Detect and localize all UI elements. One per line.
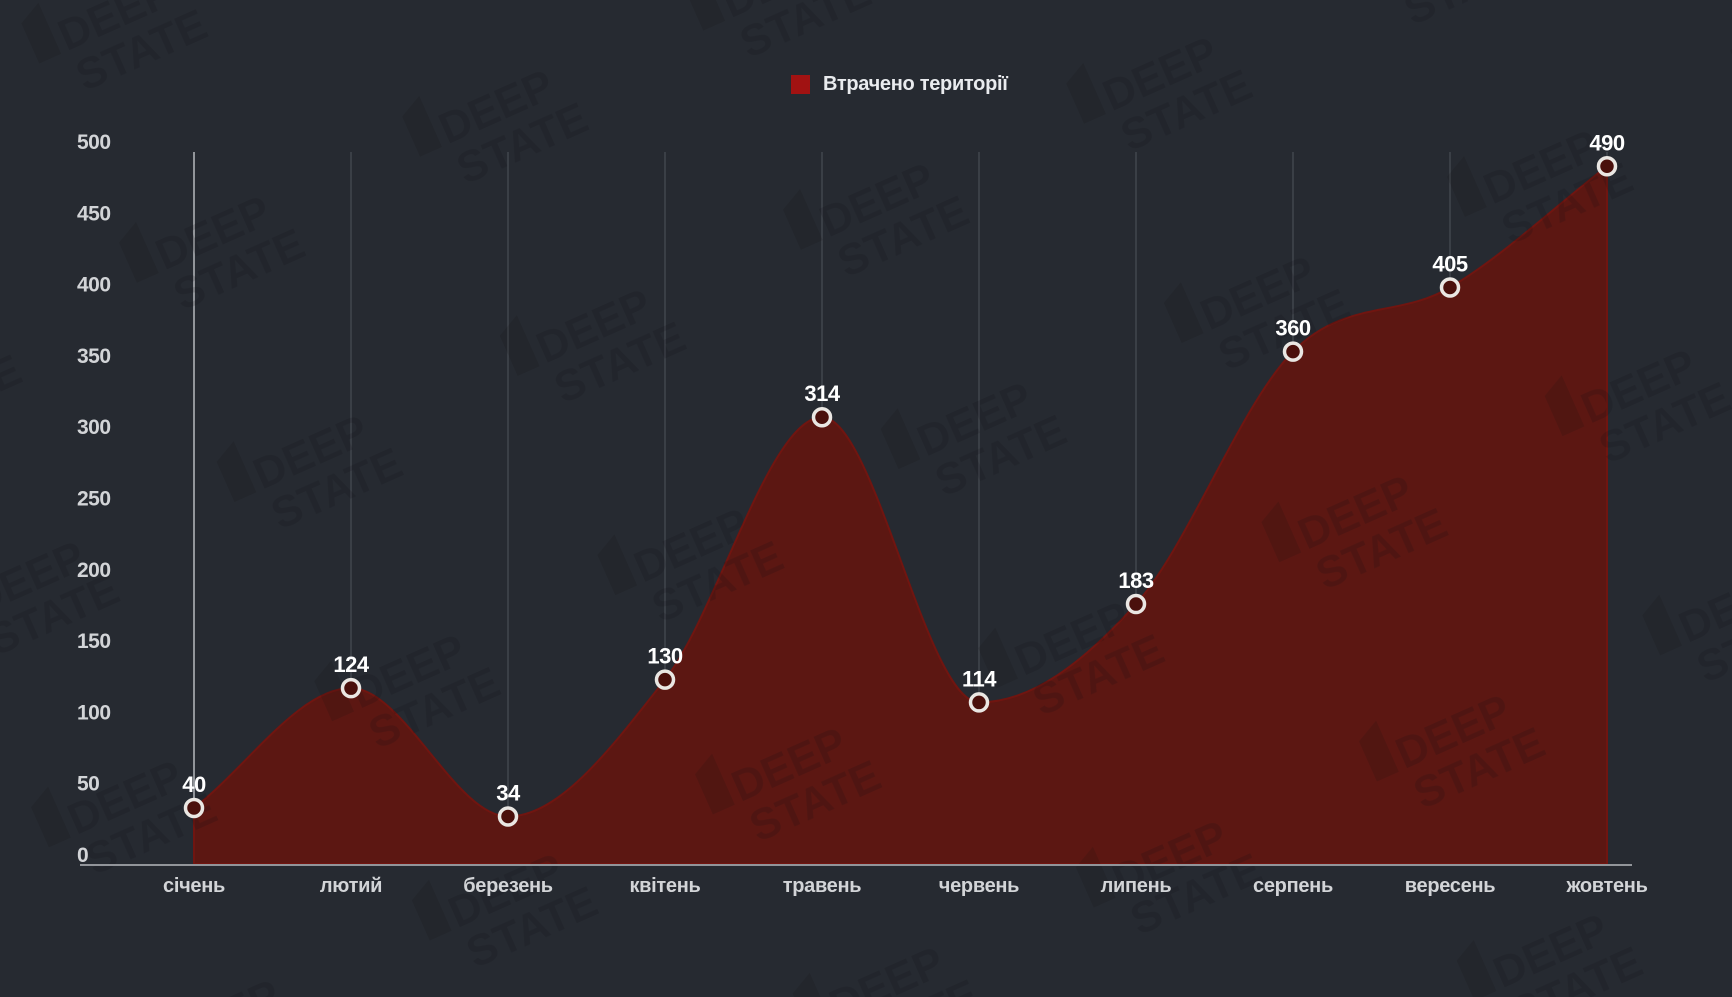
y-tick-label: 100 — [77, 701, 111, 724]
x-tick-label: вересень — [1405, 875, 1495, 897]
data-point-value: 34 — [496, 781, 521, 806]
data-point-value: 130 — [647, 644, 682, 669]
y-tick-label: 0 — [77, 844, 88, 867]
y-tick-label: 500 — [77, 131, 111, 154]
data-point-value: 405 — [1432, 251, 1467, 276]
data-point-marker — [968, 692, 990, 713]
y-tick-label: 150 — [77, 630, 111, 653]
legend-swatch — [791, 75, 810, 94]
x-tick-label: лютий — [320, 875, 382, 897]
x-tick-label: травень — [783, 875, 862, 897]
x-tick-label: січень — [163, 875, 225, 897]
chart-legend[interactable]: Втрачено території — [791, 73, 1008, 96]
data-point-value: 360 — [1275, 316, 1310, 341]
y-tick-label: 400 — [77, 274, 111, 297]
y-tick-label: 300 — [77, 416, 111, 439]
data-point-marker — [1282, 341, 1304, 362]
data-point-value: 490 — [1589, 130, 1624, 155]
legend-label: Втрачено території — [823, 73, 1008, 95]
x-tick-label: жовтень — [1565, 875, 1647, 897]
data-point-marker — [1596, 156, 1618, 177]
data-point-marker — [1439, 277, 1461, 298]
x-tick-label: червень — [939, 875, 1019, 897]
data-point-value: 114 — [962, 666, 997, 691]
x-tick-label: липень — [1101, 875, 1172, 897]
data-point-value: 124 — [333, 652, 369, 677]
data-point-marker — [1125, 593, 1147, 615]
data-point-marker — [654, 669, 676, 690]
data-point-value: 314 — [804, 381, 840, 406]
y-tick-label: 200 — [77, 559, 111, 582]
data-point-marker — [340, 677, 362, 699]
y-tick-label: 250 — [77, 488, 111, 511]
y-tick-label: 50 — [77, 773, 99, 796]
data-point-marker — [183, 797, 205, 819]
x-tick-label: березень — [463, 875, 553, 897]
x-tick-label: серпень — [1253, 875, 1333, 897]
y-tick-label: 350 — [77, 345, 111, 368]
data-point-value: 183 — [1118, 568, 1153, 593]
y-tick-label: 450 — [77, 202, 111, 225]
data-point-marker — [497, 806, 519, 827]
data-point-value: 40 — [182, 772, 206, 797]
x-tick-label: квітень — [629, 875, 700, 897]
data-point-marker — [811, 406, 833, 428]
